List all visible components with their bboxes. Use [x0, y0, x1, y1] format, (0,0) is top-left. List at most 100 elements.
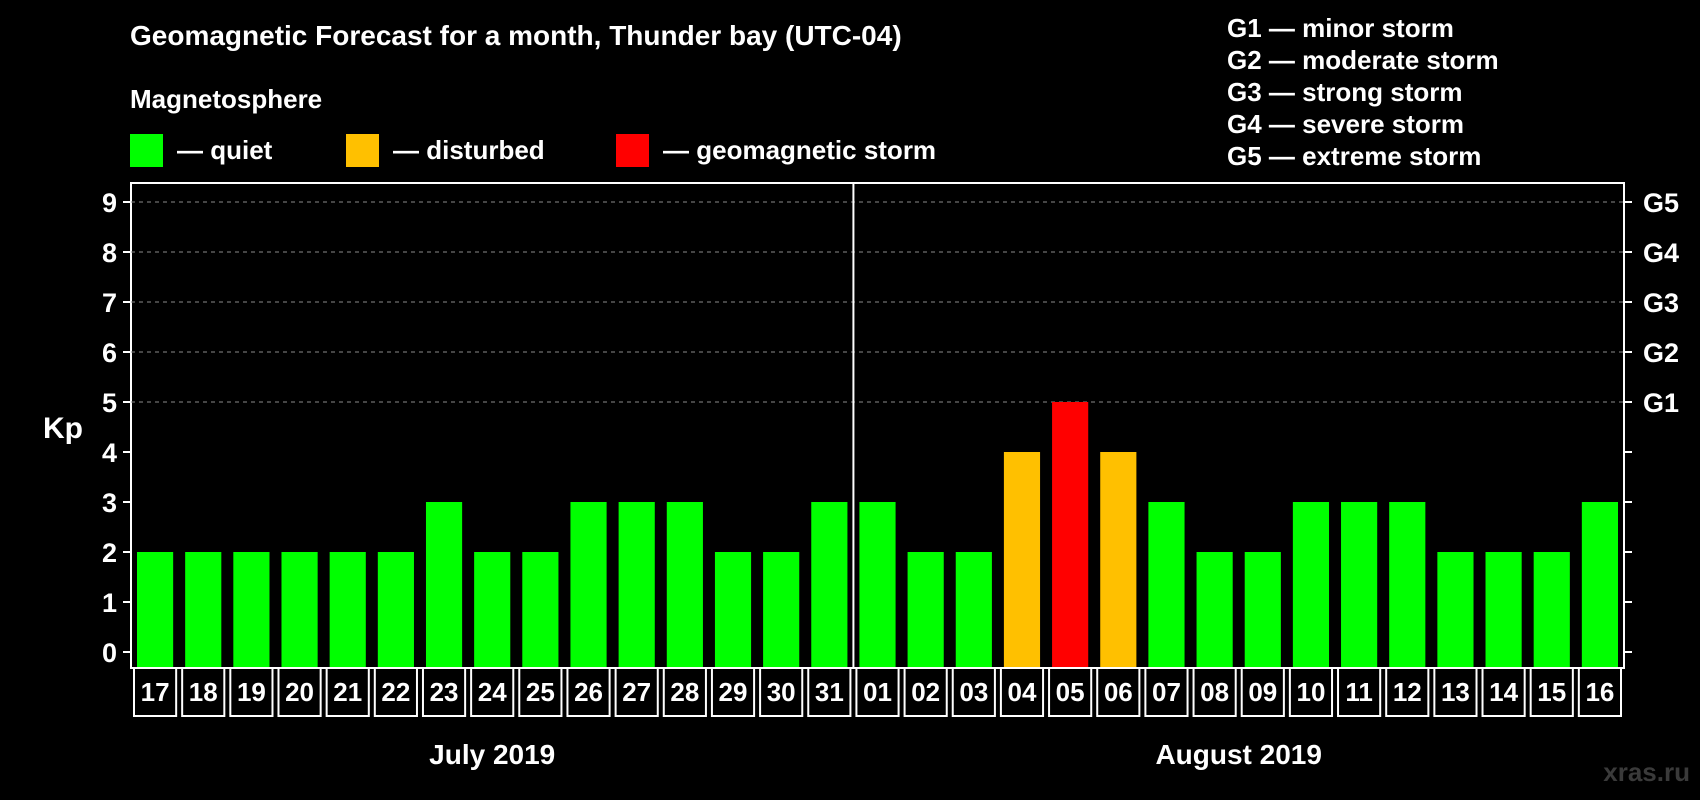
watermark: xras.ru — [1603, 757, 1690, 787]
date-box-05 — [1048, 667, 1093, 717]
y-tick-label-7: 7 — [102, 288, 117, 318]
y-tick-label-8: 8 — [102, 238, 117, 268]
y-tick-label-0: 0 — [102, 638, 117, 668]
disturbed-swatch-icon — [346, 133, 379, 167]
date-box-25 — [518, 667, 563, 717]
legend-item-quiet: — quiet — [130, 133, 272, 167]
date-box-16 — [1577, 667, 1623, 717]
date-label-05: 05 — [1056, 677, 1085, 707]
y-axis-label: Kp — [43, 412, 83, 445]
date-label-07: 07 — [1152, 677, 1181, 707]
date-label-21: 21 — [333, 677, 362, 707]
date-box-15 — [1529, 667, 1574, 717]
date-label-08: 08 — [1200, 677, 1229, 707]
date-label-16: 16 — [1585, 677, 1614, 707]
date-box-12 — [1385, 667, 1430, 717]
y-tick-label-3: 3 — [102, 488, 117, 518]
date-label-29: 29 — [719, 677, 748, 707]
date-box-18 — [181, 667, 226, 717]
y-tick-label-1: 1 — [102, 588, 117, 618]
chart-title: Geomagnetic Forecast for a month, Thunde… — [130, 20, 902, 51]
storm-level-g2: G2 — moderate storm — [1227, 45, 1499, 75]
date-box-01 — [855, 667, 900, 717]
date-label-04: 04 — [1008, 677, 1037, 707]
y-tick-label-5: 5 — [102, 388, 117, 418]
date-label-23: 23 — [430, 677, 459, 707]
storm-level-g3: G3 — strong storm — [1227, 77, 1463, 107]
y-tick-label-6: 6 — [102, 338, 117, 368]
date-label-20: 20 — [285, 677, 314, 707]
bar-05 — [1052, 402, 1089, 668]
date-box-17 — [133, 667, 178, 717]
storm-level-g5: G5 — extreme storm — [1227, 141, 1482, 171]
y-tick-label-9: 9 — [102, 188, 117, 218]
bar-06 — [1100, 452, 1137, 668]
date-label-02: 02 — [911, 677, 940, 707]
date-box-29 — [710, 667, 756, 717]
date-label-17: 17 — [141, 677, 170, 707]
bar-07 — [1148, 502, 1185, 668]
date-box-02 — [903, 667, 948, 717]
date-label-22: 22 — [381, 677, 410, 707]
legend-label-storm: — geomagnetic storm — [663, 134, 937, 165]
date-label-28: 28 — [670, 677, 699, 707]
bar-20 — [281, 552, 318, 668]
date-box-04 — [999, 667, 1045, 717]
bar-26 — [570, 502, 607, 668]
quiet-swatch-icon — [130, 133, 163, 167]
bar-14 — [1485, 552, 1522, 668]
date-label-30: 30 — [767, 677, 796, 707]
g-level-label-g4: G4 — [1643, 238, 1679, 268]
date-box-26 — [566, 667, 611, 717]
bar-16 — [1581, 502, 1618, 668]
y-tick-label-4: 4 — [102, 438, 117, 468]
storm-swatch-icon — [616, 133, 649, 167]
bar-15 — [1533, 552, 1570, 668]
date-label-01: 01 — [863, 677, 892, 707]
bar-01 — [859, 502, 896, 668]
date-label-12: 12 — [1393, 677, 1422, 707]
bar-28 — [666, 502, 703, 668]
legend-item-disturbed: — disturbed — [346, 133, 545, 167]
date-box-22 — [373, 667, 418, 717]
date-label-25: 25 — [526, 677, 555, 707]
bar-22 — [377, 552, 414, 668]
bar-21 — [329, 552, 366, 668]
legend-label-quiet: — quiet — [177, 134, 273, 165]
date-box-13 — [1433, 667, 1478, 717]
bar-09 — [1244, 552, 1281, 668]
date-box-06 — [1096, 667, 1141, 717]
bar-12 — [1389, 502, 1426, 668]
date-label-19: 19 — [237, 677, 266, 707]
date-label-15: 15 — [1537, 677, 1566, 707]
storm-level-legend: G1 — minor storm G2 — moderate storm G3 … — [1227, 12, 1499, 172]
date-label-26: 26 — [574, 677, 603, 707]
date-label-06: 06 — [1104, 677, 1133, 707]
date-label-09: 09 — [1248, 677, 1277, 707]
legend-item-storm: — geomagnetic storm — [616, 133, 936, 167]
date-box-24 — [470, 667, 515, 717]
date-box-23 — [421, 667, 467, 717]
bar-24 — [474, 552, 511, 668]
date-box-31 — [807, 667, 852, 717]
bar-13 — [1437, 552, 1474, 668]
g-level-label-g1: G1 — [1643, 388, 1679, 418]
date-box-14 — [1481, 667, 1526, 717]
bar-31 — [811, 502, 848, 668]
legend-title: Magnetosphere — [130, 84, 323, 114]
date-label-31: 31 — [815, 677, 844, 707]
date-box-21 — [325, 667, 370, 717]
g-level-label-g5: G5 — [1643, 188, 1679, 218]
date-label-14: 14 — [1489, 677, 1518, 707]
y-tick-label-2: 2 — [102, 538, 117, 568]
date-box-28 — [662, 667, 707, 717]
date-box-30 — [759, 667, 804, 717]
bar-11 — [1341, 502, 1378, 668]
bar-03 — [955, 552, 992, 668]
g-level-label-g2: G2 — [1643, 338, 1679, 368]
bar-04 — [1003, 452, 1041, 668]
date-box-11 — [1337, 667, 1382, 717]
bar-19 — [233, 552, 270, 668]
bar-27 — [618, 502, 655, 668]
